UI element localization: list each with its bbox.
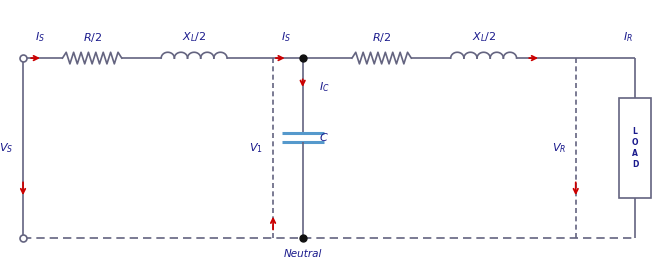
Text: $V_1$: $V_1$ xyxy=(249,141,263,155)
Text: $I_C$: $I_C$ xyxy=(319,80,330,94)
Text: $X_L/2$: $X_L/2$ xyxy=(472,30,495,44)
Text: Neutral: Neutral xyxy=(284,249,322,260)
Text: $X_L/2$: $X_L/2$ xyxy=(182,30,206,44)
Text: $V_R$: $V_R$ xyxy=(551,141,566,155)
FancyBboxPatch shape xyxy=(619,98,651,198)
Text: $V_S$: $V_S$ xyxy=(0,141,13,155)
Text: $R/2$: $R/2$ xyxy=(83,31,101,44)
Text: $I_S$: $I_S$ xyxy=(281,30,291,44)
Text: $I_S$: $I_S$ xyxy=(34,30,45,44)
Text: $I_R$: $I_R$ xyxy=(623,30,634,44)
Text: $R/2$: $R/2$ xyxy=(372,31,391,44)
Text: $C$: $C$ xyxy=(319,131,329,143)
Text: L
O
A
D: L O A D xyxy=(632,127,638,169)
